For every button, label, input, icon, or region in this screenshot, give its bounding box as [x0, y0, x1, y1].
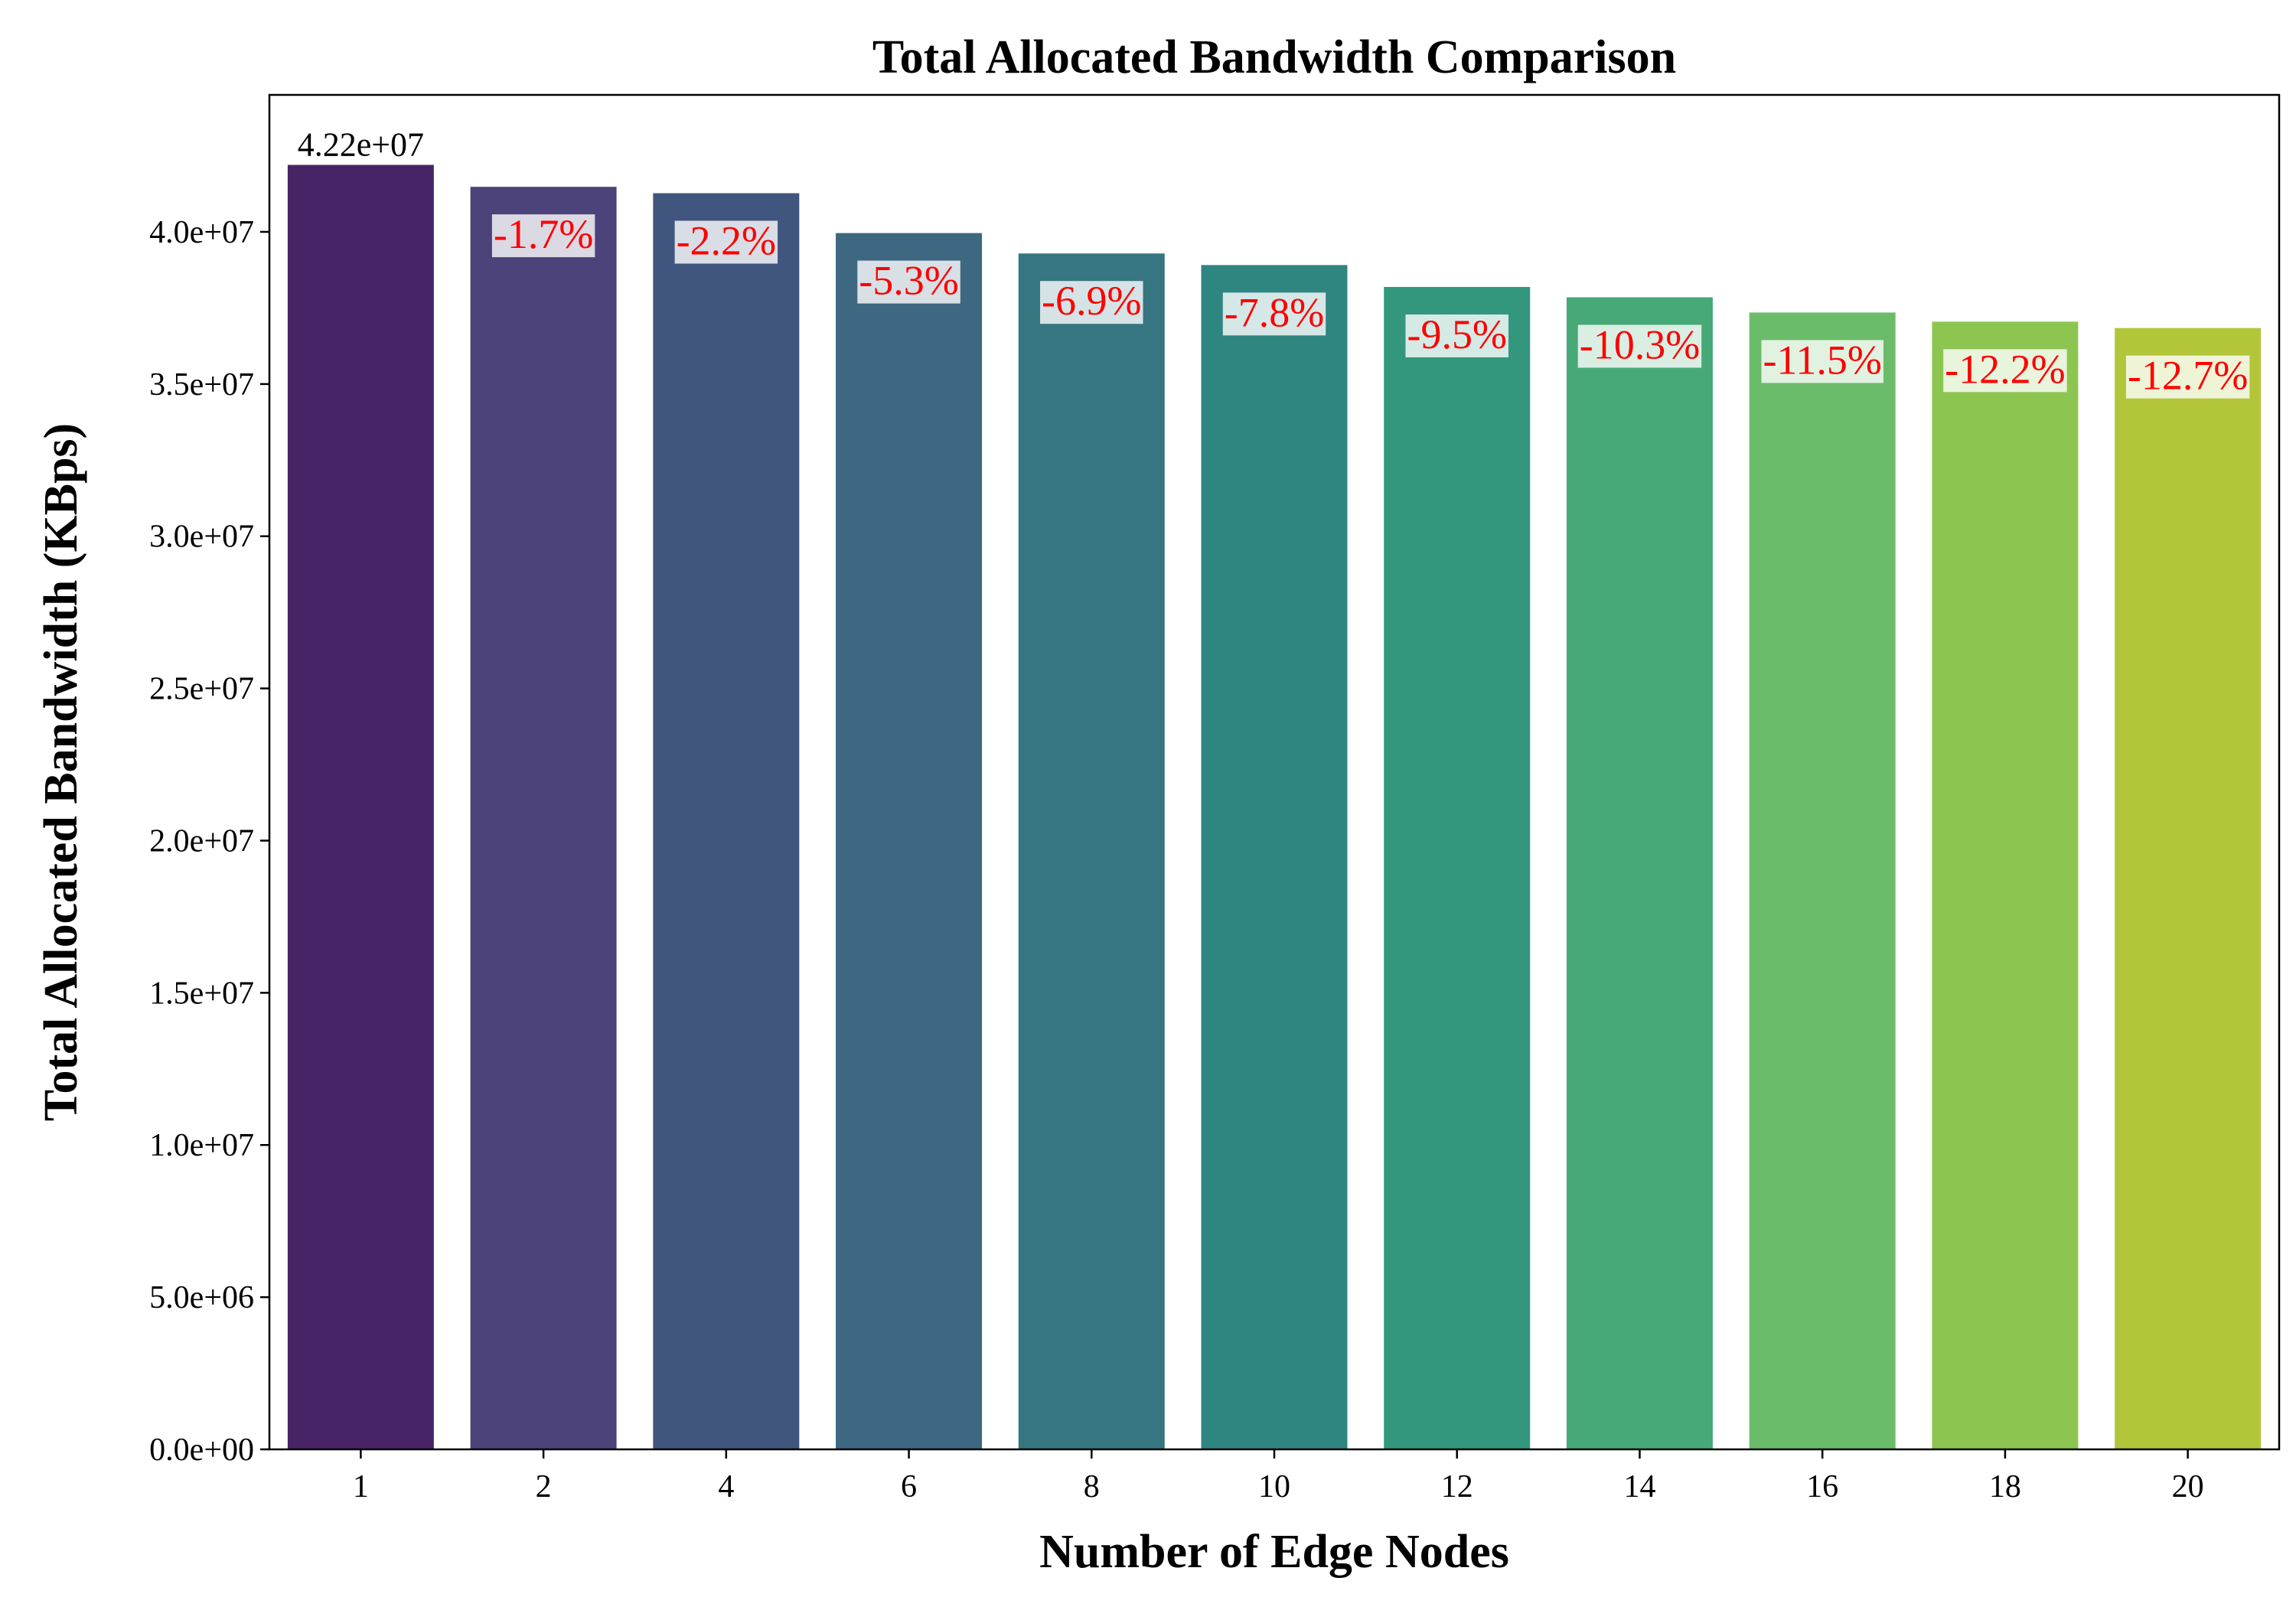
x-tick-label: 2: [536, 1469, 552, 1504]
bar-8: [1018, 253, 1165, 1449]
bar-20: [2115, 328, 2262, 1449]
bar-10: [1201, 265, 1348, 1450]
x-tick-label: 14: [1623, 1469, 1655, 1504]
change-label: -10.3%: [1580, 322, 1700, 368]
y-axis-label: Total Allocated Bandwidth (KBps): [35, 423, 87, 1121]
change-label: -7.8%: [1225, 289, 1324, 335]
bar-18: [1932, 321, 2079, 1450]
change-label: -12.7%: [2128, 353, 2248, 399]
x-tick-label: 18: [1989, 1469, 2021, 1504]
bars-group: [287, 165, 2262, 1450]
change-label-box: [674, 220, 778, 264]
change-label-box: [1222, 292, 1326, 336]
x-tick-label: 1: [353, 1469, 369, 1504]
y-tick-label: 2.0e+07: [149, 823, 254, 859]
y-tick-label: 1.0e+07: [149, 1128, 254, 1163]
x-tick-label: 12: [1441, 1469, 1473, 1504]
change-label-box: [1040, 281, 1143, 324]
change-label-box: [2125, 355, 2250, 399]
change-label: -6.9%: [1042, 278, 1141, 324]
plot-frame: [268, 93, 2281, 1451]
change-label-box: [1577, 324, 1702, 368]
change-label-box: [857, 260, 960, 304]
y-tick-label: 1.5e+07: [149, 976, 254, 1011]
x-tick-label: 20: [2172, 1469, 2204, 1504]
y-tick-label: 3.0e+07: [149, 520, 254, 555]
y-tick-label: 0.0e+00: [149, 1433, 254, 1468]
change-label: -12.2%: [1945, 346, 2065, 392]
change-label: -9.5%: [1407, 311, 1506, 357]
change-label: -2.2%: [677, 217, 776, 263]
change-label-box: [1943, 349, 2067, 393]
baseline-value-label: 4.22e+07: [298, 125, 424, 163]
change-label: -5.3%: [859, 258, 958, 304]
bar-4: [653, 193, 800, 1450]
y-tick-label: 4.0e+07: [149, 215, 254, 250]
change-label: -1.7%: [494, 211, 593, 257]
bar-6: [836, 233, 983, 1449]
y-tick-label: 5.0e+06: [149, 1280, 254, 1315]
change-label-box: [1761, 340, 1883, 383]
bar-14: [1566, 297, 1713, 1449]
bar-16: [1749, 312, 1896, 1449]
x-tick-label: 8: [1084, 1469, 1100, 1504]
bar-annotations: 4.22e+07 -1.7% -2.2% -5.3% -6.9% -7.8% -9.5% -1…: [298, 125, 2250, 399]
chart-title: Total Allocated Bandwidth Comparison: [872, 31, 1676, 83]
x-axis-label: Number of Edge Nodes: [1039, 1526, 1509, 1578]
change-label-box: [491, 214, 595, 258]
x-axis: 1 2 4 6 8 10 12 14 16 18 20: [353, 1449, 2204, 1504]
x-tick-label: 4: [718, 1469, 734, 1504]
change-label-box: [1405, 314, 1508, 357]
y-tick-label: 2.5e+07: [149, 672, 254, 707]
change-label: -11.5%: [1763, 337, 1881, 383]
y-tick-label: 3.5e+07: [149, 367, 254, 403]
x-tick-label: 6: [901, 1469, 917, 1504]
bar-12: [1384, 286, 1531, 1449]
bar-1: [287, 165, 434, 1449]
bar-2: [470, 187, 617, 1450]
x-tick-label: 10: [1258, 1469, 1290, 1504]
x-tick-label: 16: [1806, 1469, 1838, 1504]
y-axis: 0.0e+00 5.0e+06 1.0e+07 1.5e+07 2.0e+07 2.5e+…: [149, 215, 269, 1468]
